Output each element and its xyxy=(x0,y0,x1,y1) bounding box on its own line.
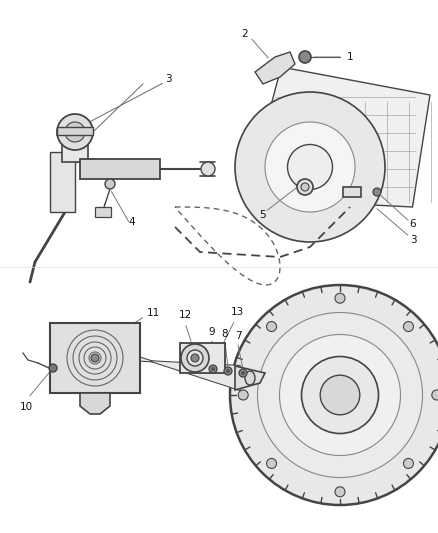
Circle shape xyxy=(239,369,247,377)
Circle shape xyxy=(57,114,93,150)
Circle shape xyxy=(403,458,413,469)
Bar xyxy=(50,323,140,393)
Bar xyxy=(95,207,111,217)
Circle shape xyxy=(301,357,378,433)
Circle shape xyxy=(224,367,232,375)
Circle shape xyxy=(297,179,313,195)
Circle shape xyxy=(267,321,276,332)
Polygon shape xyxy=(235,366,265,390)
Circle shape xyxy=(201,162,215,176)
Text: 1: 1 xyxy=(347,52,353,62)
Bar xyxy=(62,134,88,162)
Circle shape xyxy=(373,188,381,196)
Circle shape xyxy=(235,92,385,242)
Circle shape xyxy=(335,487,345,497)
Bar xyxy=(180,343,225,373)
Polygon shape xyxy=(255,52,295,84)
Circle shape xyxy=(211,367,215,371)
Polygon shape xyxy=(80,338,240,390)
Polygon shape xyxy=(80,393,110,414)
Circle shape xyxy=(181,344,209,372)
Circle shape xyxy=(230,285,438,505)
Text: 3: 3 xyxy=(165,74,171,84)
Circle shape xyxy=(287,144,332,190)
Circle shape xyxy=(299,51,311,63)
Bar xyxy=(80,159,160,179)
Circle shape xyxy=(209,365,217,373)
Circle shape xyxy=(241,371,245,375)
Circle shape xyxy=(432,390,438,400)
Circle shape xyxy=(258,312,423,478)
Text: 4: 4 xyxy=(129,217,135,227)
Circle shape xyxy=(49,364,57,372)
Circle shape xyxy=(301,183,309,191)
Circle shape xyxy=(65,122,85,142)
Circle shape xyxy=(320,375,360,415)
Circle shape xyxy=(238,390,248,400)
Polygon shape xyxy=(255,67,430,207)
Bar xyxy=(50,152,75,212)
Circle shape xyxy=(335,293,345,303)
Text: 10: 10 xyxy=(19,402,32,412)
Circle shape xyxy=(187,350,203,366)
Text: 8: 8 xyxy=(222,329,228,339)
Text: 13: 13 xyxy=(230,307,244,317)
Circle shape xyxy=(105,179,115,189)
Circle shape xyxy=(191,354,199,362)
Circle shape xyxy=(267,458,276,469)
Text: 7: 7 xyxy=(235,331,241,341)
Circle shape xyxy=(279,335,400,456)
Text: 12: 12 xyxy=(178,310,192,320)
Text: 3: 3 xyxy=(410,235,416,245)
Ellipse shape xyxy=(245,371,255,385)
Circle shape xyxy=(403,321,413,332)
Bar xyxy=(343,187,361,197)
Circle shape xyxy=(265,122,355,212)
Circle shape xyxy=(226,369,230,373)
Text: 6: 6 xyxy=(410,219,416,229)
Text: 2: 2 xyxy=(242,29,248,39)
Text: 5: 5 xyxy=(260,210,266,220)
Text: 11: 11 xyxy=(147,308,160,318)
Text: 9: 9 xyxy=(208,327,215,337)
Bar xyxy=(57,127,93,135)
Circle shape xyxy=(91,354,99,362)
Ellipse shape xyxy=(80,342,90,354)
Ellipse shape xyxy=(75,337,95,359)
